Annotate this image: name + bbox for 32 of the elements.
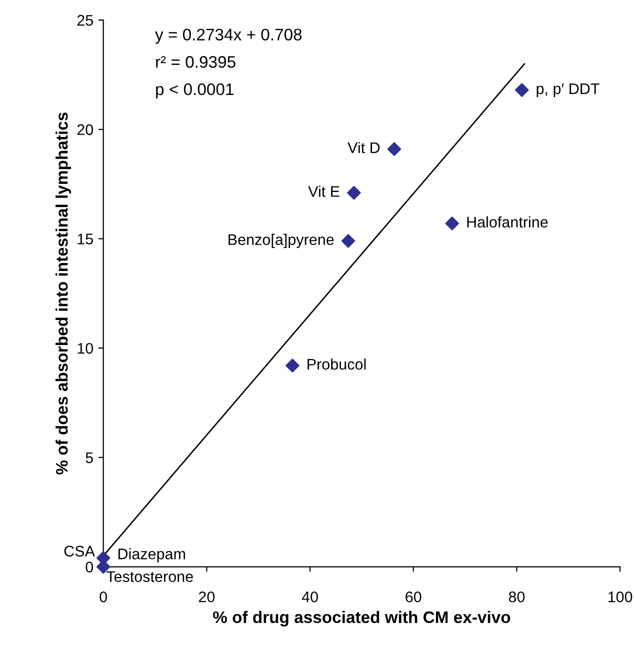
y-tick-label: 15 — [78, 234, 93, 244]
y-tick-label: 20 — [77, 124, 94, 136]
annotation: Vit E — [308, 186, 340, 197]
y-tick-label: 0 — [86, 562, 94, 572]
annotation: Diazepam — [118, 548, 186, 562]
point — [514, 83, 529, 97]
point — [387, 142, 402, 156]
annotation: CSA — [64, 546, 95, 557]
x-axis-title: % of drug associated with CM ex-vivo — [213, 610, 510, 626]
annotation: r² = 0.9395 — [156, 56, 236, 68]
x-tick-label: 20 — [198, 591, 215, 602]
point — [341, 234, 356, 248]
annotation: Testosterone — [106, 571, 193, 582]
y-axis-title: % of does absorbed into intestinal lymphatics — [56, 112, 72, 474]
annotation: Vit D — [348, 142, 380, 154]
point — [347, 186, 361, 200]
annotation: Benzo[a]pyrene — [228, 234, 334, 248]
x-tick-label: 80 — [508, 591, 525, 602]
annotation: Halofantrine — [467, 216, 548, 228]
x-tick-label: 100 — [608, 591, 632, 602]
annotation: p, p′ DDT — [536, 83, 600, 98]
annotation: Probucol — [308, 358, 366, 370]
y-tick-label: 10 — [78, 342, 94, 354]
y-tick-label: 25 — [77, 14, 93, 26]
annotation: y = 0.2734x + 0.708 — [155, 28, 302, 44]
x-tick-label: 0 — [100, 591, 107, 602]
point — [445, 216, 460, 230]
annotation: p < 0.0001 — [156, 83, 234, 98]
x-tick-label: 40 — [302, 591, 318, 602]
x-tick-label: 60 — [406, 591, 422, 602]
point — [286, 358, 300, 372]
y-tick-label: 5 — [86, 452, 93, 464]
